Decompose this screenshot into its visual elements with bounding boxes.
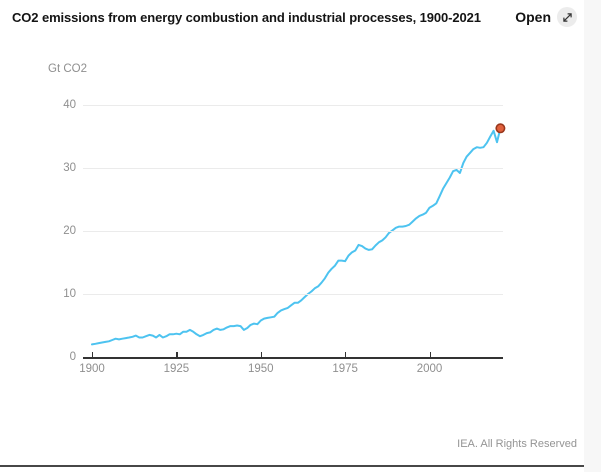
y-axis-tick-label: 40	[63, 99, 76, 111]
endpoint-marker-2021	[495, 123, 506, 134]
x-axis-tick-label: 1975	[332, 363, 358, 375]
scrollbar-track[interactable]	[584, 0, 601, 472]
y-axis-tick-label: 30	[63, 162, 76, 174]
x-axis-tick-label: 1925	[163, 363, 190, 375]
x-axis-tick	[345, 351, 347, 358]
line-chart-plot-area: 0 10 20 30 40 1900 1925 1950 1975 2000	[63, 99, 506, 375]
y-gridline	[83, 294, 503, 295]
x-axis-tick	[260, 351, 263, 358]
x-axis-tick	[92, 351, 94, 358]
y-gridline	[83, 105, 503, 106]
y-gridline	[83, 231, 503, 232]
x-axis-tick-label: 2000	[416, 363, 443, 375]
y-gridline	[83, 168, 503, 169]
y-axis-unit-label: Gt CO2	[48, 63, 87, 75]
y-axis-tick-label: 0	[69, 351, 76, 363]
x-axis-tick	[429, 351, 431, 358]
open-button[interactable]: Open	[515, 7, 577, 27]
open-button-label[interactable]: Open	[515, 9, 551, 25]
expand-arrow-icon[interactable]	[557, 7, 577, 27]
x-axis-line	[83, 357, 503, 359]
y-axis-tick-label: 20	[63, 225, 76, 237]
emissions-line	[91, 127, 502, 346]
x-axis-tick-label: 1900	[79, 363, 105, 375]
x-axis-tick	[176, 351, 178, 358]
chart-title: CO2 emissions from energy combustion and…	[12, 10, 481, 25]
x-axis-tick-label: 1950	[247, 363, 274, 375]
copyright-text: IEA. All Rights Reserved	[457, 438, 577, 450]
y-axis-tick-label: 10	[63, 288, 76, 300]
window-bottom-edge	[0, 465, 584, 467]
